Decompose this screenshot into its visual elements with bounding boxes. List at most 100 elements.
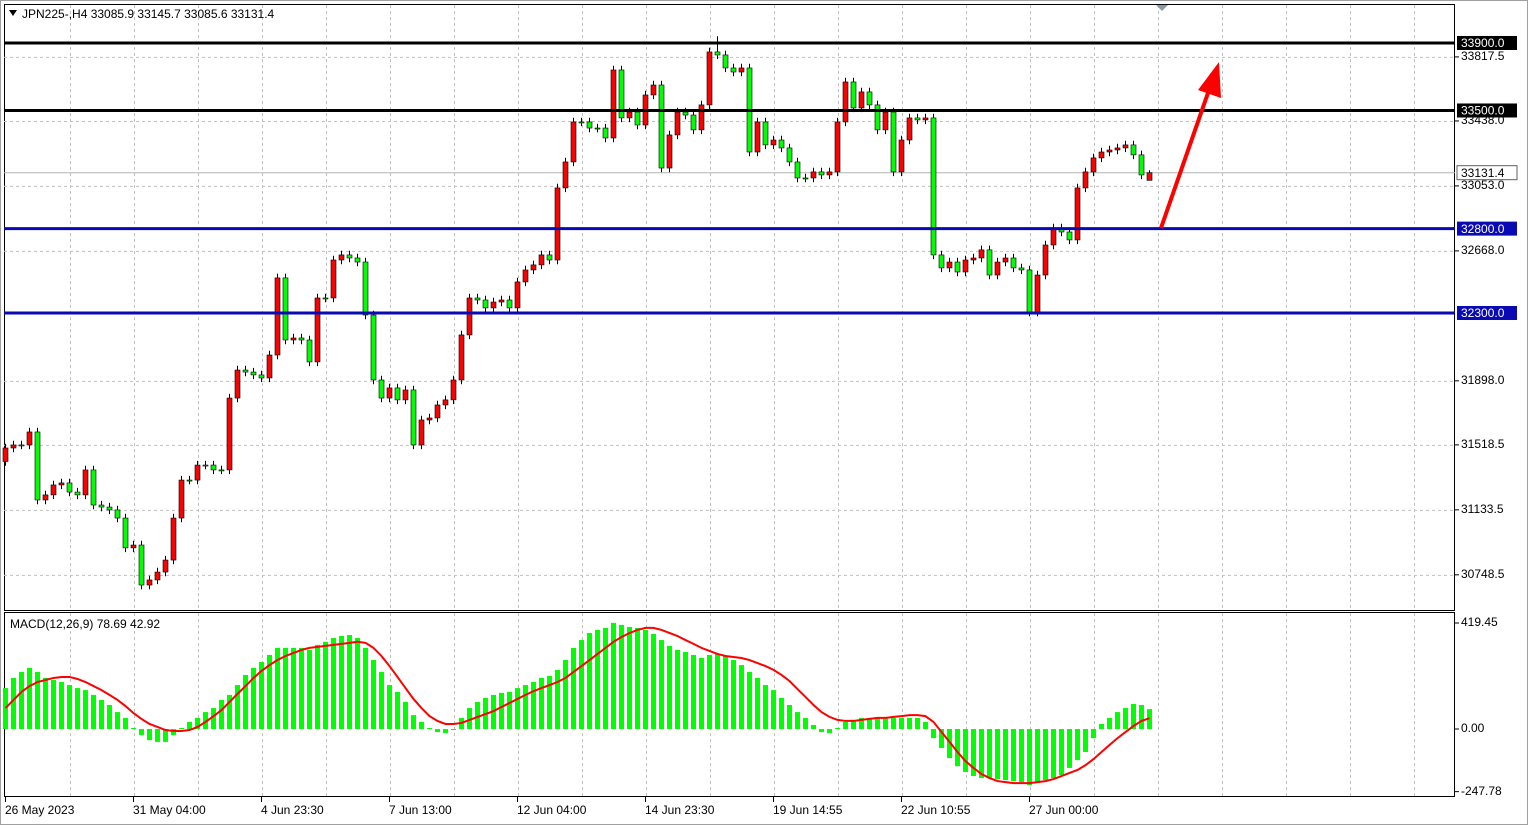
candle-body (1082, 171, 1089, 189)
y-tick-label: 0.00 (1461, 721, 1485, 735)
histogram-bar (699, 657, 704, 730)
candle-body (338, 254, 345, 261)
candle-body (298, 337, 305, 341)
y-tick-label: 419.45 (1461, 615, 1498, 629)
histogram-bar (1099, 723, 1104, 730)
shift-marker[interactable] (1156, 5, 1168, 11)
candle-body (698, 104, 705, 131)
arrow-shaft (1159, 89, 1211, 229)
candle-body (490, 301, 497, 309)
histogram-bar (307, 649, 312, 730)
candle-body (418, 419, 425, 446)
histogram-bar (395, 691, 400, 730)
candle-body (1106, 149, 1113, 153)
histogram-bar (315, 644, 320, 730)
candle-body (538, 254, 545, 266)
histogram-bar (1019, 729, 1024, 783)
histogram-bar (547, 675, 552, 730)
histogram-bar (891, 717, 896, 730)
candle-body (250, 371, 257, 376)
candle-body (1050, 227, 1057, 246)
histogram-bar (515, 688, 520, 730)
candle-body (754, 121, 761, 153)
histogram-bar (851, 719, 856, 730)
candle-body (426, 417, 433, 421)
candle-body (890, 111, 897, 173)
histogram-bar (1115, 712, 1120, 730)
x-tick-label: 12 Jun 04:00 (517, 803, 587, 817)
candle-body (122, 517, 129, 549)
histogram-bar (907, 717, 912, 730)
candle-body (1138, 154, 1145, 176)
histogram-bar (339, 636, 344, 730)
candle-body (306, 339, 313, 363)
histogram-bar (563, 660, 568, 730)
histogram-bar (1059, 729, 1064, 776)
candle-body (930, 117, 937, 256)
candle-body (562, 161, 569, 189)
x-tick-label: 19 Jun 14:55 (773, 803, 843, 817)
candle-body (610, 69, 617, 139)
histogram-bar (627, 626, 632, 730)
menu-triangle[interactable] (9, 10, 17, 16)
histogram-bar (923, 721, 928, 730)
histogram-bar (795, 712, 800, 730)
candle-body (658, 84, 665, 169)
candle-body (98, 504, 105, 508)
histogram-bar (611, 622, 616, 730)
candle-body (50, 484, 57, 496)
candle-body (498, 299, 505, 303)
candle-body (882, 111, 889, 131)
histogram-bar (835, 728, 840, 730)
histogram-bar (275, 647, 280, 730)
histogram-bar (747, 671, 752, 730)
histogram-bar (195, 717, 200, 730)
candle-body (402, 389, 409, 401)
histogram-bar (707, 654, 712, 730)
candle-body (514, 281, 521, 309)
histogram-bar (875, 717, 880, 730)
histogram-bar (251, 667, 256, 730)
histogram-bar (123, 717, 128, 730)
candle-body (370, 314, 377, 381)
histogram-bar (619, 624, 624, 730)
histogram-bar (411, 715, 416, 730)
y-tick-label: -247.78 (1461, 784, 1502, 798)
histogram-bar (683, 651, 688, 730)
level-label-box (1457, 103, 1517, 118)
candle-body (818, 171, 825, 176)
candle-body (578, 121, 585, 124)
histogram-bar (155, 729, 160, 742)
candle-body (290, 337, 297, 341)
candle-body (354, 257, 361, 263)
histogram-bar (771, 690, 776, 730)
histogram-bar (955, 729, 960, 767)
histogram-bar (163, 729, 168, 742)
histogram-bar (83, 690, 88, 730)
candle-body (450, 379, 457, 401)
candle-body (786, 147, 793, 163)
candle-body (914, 117, 921, 121)
candle-body (26, 431, 33, 446)
candle-body (282, 277, 289, 341)
candle-body (994, 261, 1001, 276)
candle-body (74, 491, 81, 496)
candle-body (466, 297, 473, 336)
candle-body (138, 544, 145, 586)
histogram-bar (99, 699, 104, 730)
candle-body (202, 464, 209, 467)
histogram-bar (1123, 708, 1128, 730)
histogram-bar (147, 729, 152, 741)
level-label: 33500.0 (1461, 104, 1505, 118)
histogram-bar (323, 641, 328, 730)
x-tick-label: 7 Jun 13:00 (389, 803, 452, 817)
candle-body (42, 494, 49, 501)
arrow-head (1198, 62, 1221, 98)
candle-body (210, 464, 217, 471)
candle-body (1034, 274, 1041, 313)
histogram-bar (867, 717, 872, 730)
candle-body (2, 447, 9, 462)
histogram-bar (355, 638, 360, 730)
histogram-bar (11, 677, 16, 730)
histogram-bar (387, 685, 392, 730)
